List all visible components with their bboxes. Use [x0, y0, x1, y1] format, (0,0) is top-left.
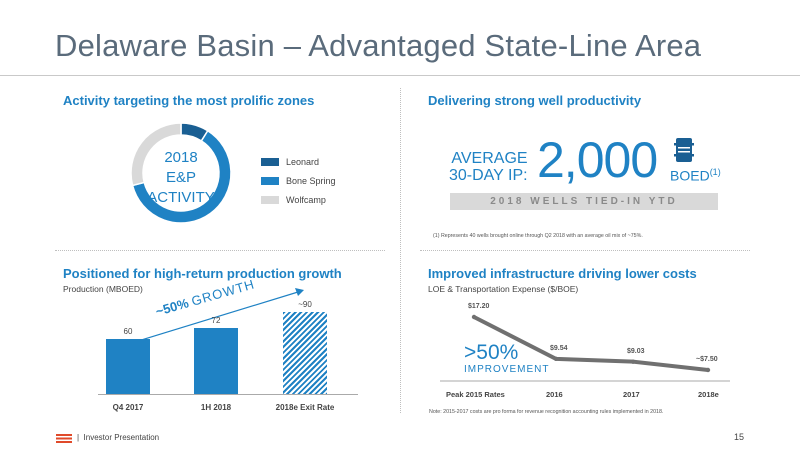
- legend-swatch-leonard: [261, 157, 279, 166]
- bar-value-label: 60: [123, 327, 133, 337]
- boed-footnote-marker: (1): [709, 167, 721, 177]
- right-horizontal-divider: [420, 250, 750, 251]
- productivity-heading: Delivering strong well productivity: [428, 93, 642, 108]
- improvement-callout: >50% IMPROVEMENT: [464, 341, 550, 376]
- bar-2: [283, 312, 327, 394]
- cost-series-line: [473, 315, 709, 372]
- improvement-word: IMPROVEMENT: [464, 364, 550, 375]
- cost-value-label: $9.54: [550, 344, 568, 352]
- average-line-2: 30-DAY IP:: [449, 167, 528, 184]
- average-line-1: AVERAGE: [451, 150, 528, 167]
- legend-swatch-wolfcamp: [261, 195, 279, 204]
- footer-text: Investor Presentation: [83, 433, 160, 442]
- company-logo-icon: [56, 434, 72, 443]
- footer-label: | Investor Presentation: [77, 433, 159, 442]
- page-number: 15: [733, 432, 744, 442]
- bar-chart-baseline: [98, 394, 358, 395]
- legend-item-wolfcamp: Wolfcamp: [261, 190, 336, 209]
- oil-barrel-icon: [674, 138, 694, 162]
- growth-subheading: Production (MBOED): [63, 284, 143, 294]
- legend-item-bone-spring: Bone Spring: [261, 171, 336, 190]
- donut-legend: Leonard Bone Spring Wolfcamp: [261, 152, 336, 209]
- average-label: AVERAGE 30-DAY IP:: [449, 150, 528, 184]
- slide-footer: | Investor Presentation 15: [0, 425, 800, 450]
- bar-category-label: 1H 2018: [200, 403, 232, 412]
- bar-1: [194, 328, 238, 394]
- activity-heading: Activity targeting the most prolific zon…: [63, 93, 315, 108]
- cost-point: [705, 367, 711, 373]
- costs-note: Note: 2015-2017 costs are pro forma for …: [429, 409, 664, 415]
- title-divider: [0, 75, 800, 76]
- donut-line-3: ACTIVITY: [147, 189, 215, 206]
- footer-separator: |: [77, 433, 80, 442]
- improvement-pct: >50%: [464, 341, 519, 364]
- bar-0: [106, 339, 150, 394]
- average-ip-value: 2,000: [537, 132, 658, 188]
- vertical-divider: [400, 88, 401, 413]
- cost-category-label: Peak 2015 Rates: [446, 390, 505, 399]
- growth-heading: Positioned for high-return production gr…: [63, 266, 342, 281]
- cost-value-label: $9.03: [627, 347, 645, 355]
- cost-category-label: 2016: [546, 390, 563, 399]
- wells-tied-in-banner: 2018 WELLS TIED-IN YTD: [450, 193, 718, 210]
- donut-center-label: 2018 E&P ACTIVITY: [125, 148, 237, 208]
- donut-line-2: E&P: [165, 169, 196, 186]
- legend-swatch-bone-spring: [261, 176, 279, 185]
- activity-donut: [125, 117, 237, 229]
- legend-label: Wolfcamp: [286, 194, 326, 205]
- cost-category-label: 2018e: [698, 390, 719, 399]
- donut-slice-wolfcamp: [130, 122, 182, 187]
- donut-line-1: 2018: [164, 149, 198, 166]
- left-horizontal-divider: [55, 250, 385, 251]
- boed-unit: BOED(1): [670, 167, 721, 184]
- bar-value-label: 72: [211, 316, 221, 326]
- bar-value-label: ~90: [298, 300, 312, 309]
- cost-point: [630, 359, 636, 364]
- legend-item-leonard: Leonard: [261, 152, 336, 171]
- bar-category-label: 2018e Exit Rate: [275, 403, 335, 412]
- costs-subheading: LOE & Transportation Expense ($/BOE): [428, 284, 579, 294]
- costs-heading: Improved infrastructure driving lower co…: [428, 266, 697, 281]
- legend-label: Leonard: [286, 156, 320, 167]
- cost-point: [471, 314, 477, 320]
- cost-value-label: ~$7.50: [696, 356, 718, 363]
- cost-point: [553, 356, 559, 362]
- cost-category-label: 2017: [623, 390, 640, 399]
- page-title: Delaware Basin – Advantaged State-Line A…: [55, 28, 702, 63]
- bar-category-label: Q4 2017: [112, 403, 144, 412]
- donut-slice-bone-spring: [131, 129, 232, 224]
- productivity-footnote: (1) Represents 40 wells brought online t…: [433, 233, 643, 239]
- cost-value-label: $17.20: [468, 303, 490, 310]
- boed-unit-text: BOED: [670, 167, 710, 184]
- legend-label: Bone Spring: [286, 175, 336, 186]
